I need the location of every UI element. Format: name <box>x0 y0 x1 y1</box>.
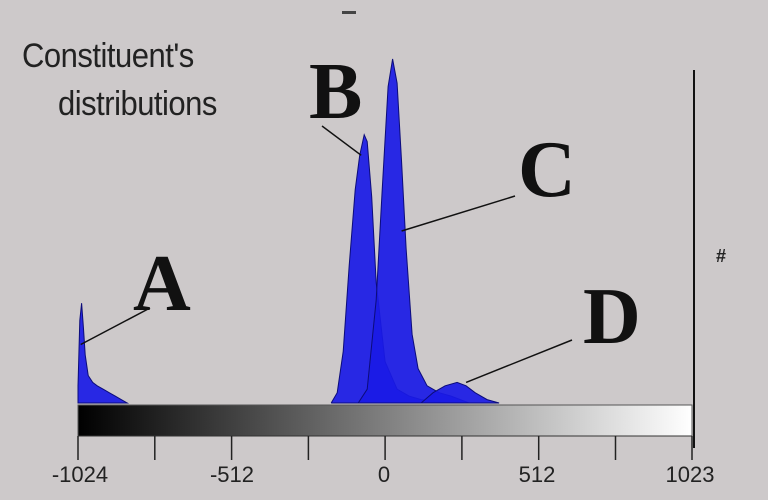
series-layer <box>77 58 500 404</box>
x-tick-label: 1023 <box>665 462 715 487</box>
chart-title-line-1: Constituent's <box>22 36 194 75</box>
leader-line-c <box>401 195 516 232</box>
series-label-c: C <box>518 126 576 214</box>
series-d-area <box>419 381 500 404</box>
series-c-area <box>357 58 470 404</box>
colorbar <box>77 404 693 437</box>
series-label-d: D <box>583 273 641 361</box>
leader-line-a <box>80 307 151 346</box>
x-tick-label: -512 <box>209 462 255 487</box>
top-mark <box>342 11 356 14</box>
series-a-area <box>77 303 130 404</box>
series-label-b: B <box>309 48 363 136</box>
x-tick-label: 512 <box>518 462 556 487</box>
x-ticks <box>77 436 693 460</box>
leader-line-b <box>321 125 362 156</box>
series-label-a: A <box>133 240 191 328</box>
leader-lines <box>80 125 573 384</box>
chart-title-line-2: distributions <box>58 84 217 123</box>
x-tick-label: 0 <box>377 462 391 487</box>
y-axis-mark: # <box>716 246 727 266</box>
leader-line-d <box>465 339 573 384</box>
x-tick-label: -1024 <box>51 462 109 487</box>
